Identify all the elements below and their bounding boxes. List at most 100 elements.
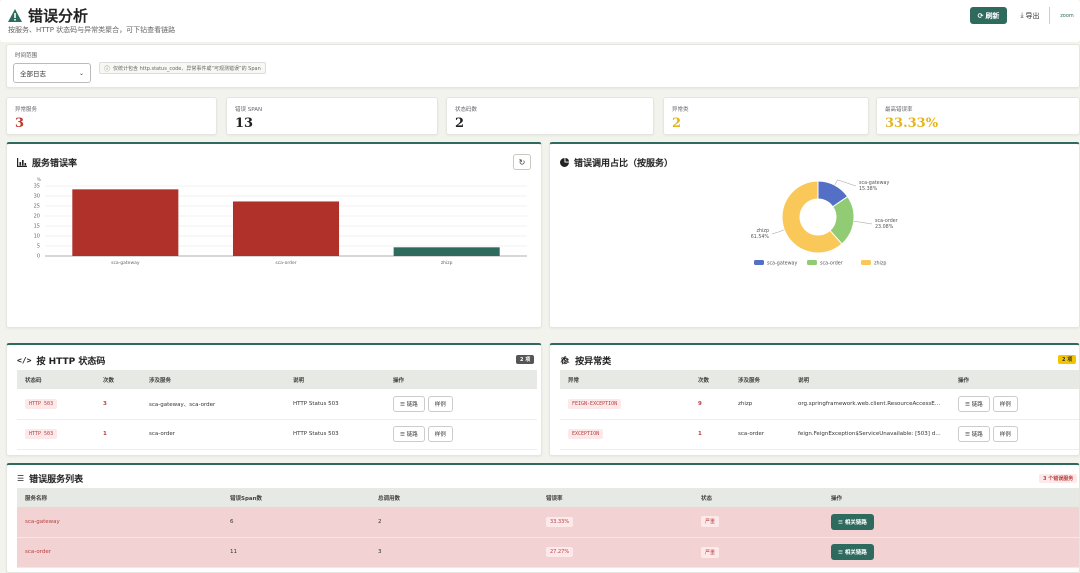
status-badge: 严重 — [701, 546, 720, 558]
pie-slice[interactable] — [781, 180, 843, 254]
y-tick-label: 35 — [34, 184, 40, 190]
legend-swatch[interactable] — [861, 260, 871, 265]
column-header: 涉及服务 — [730, 370, 790, 389]
label-leader — [834, 179, 857, 187]
download-icon: ⤓ — [1020, 11, 1024, 19]
service-name: sca-order — [17, 537, 222, 568]
stat-value: 13 — [235, 116, 254, 131]
slice-percent: 15.38% — [859, 186, 878, 192]
stat-value: 2 — [672, 116, 682, 131]
x-tick-label: zhizp — [441, 260, 453, 266]
desc-cell: feign.FeignException$ServiceUnavailable:… — [790, 419, 950, 450]
error-count: 6 — [222, 507, 370, 538]
sample-button[interactable]: 样例 — [992, 395, 1018, 412]
legend-label[interactable]: zhizp — [874, 261, 886, 267]
related-trace-button[interactable]: ☰ 相关链路 — [831, 513, 874, 530]
stat-label: 状态码数 — [455, 107, 478, 113]
sample-button[interactable]: 样例 — [992, 426, 1018, 442]
http-count-badge: 2 项 — [516, 355, 535, 364]
refresh-icon: ⟳ — [977, 11, 984, 20]
filter-panel: 时间范围 全部日志 ⌄ ⓘ 仅统计包含 http.status_code、异常事… — [6, 44, 1080, 88]
column-header: 状态 — [693, 488, 823, 507]
legend-label[interactable]: sca-gateway — [767, 261, 797, 267]
http-table: 状态码 次数 涉及服务 说明 操作 HTTP 503 3 sca-gateway、sca-o… — [17, 370, 537, 450]
column-header: 错误Span数 — [222, 488, 370, 507]
bar-chart-panel: 服务错误率 ↻ % 0 5 10 15 20 25 30 35 sca-gateway sca-or… — [6, 142, 542, 328]
bar[interactable] — [232, 201, 340, 256]
svc-panel-title: ☰ 错误服务列表 — [17, 474, 84, 485]
desc-cell: HTTP Status 503 — [285, 419, 385, 450]
desc-cell: org.springframework.web.client.ResourceA… — [790, 389, 950, 420]
bar[interactable] — [72, 189, 179, 256]
table-row[interactable]: EXCEPTION 1 sca-order feign.FeignException$… — [560, 419, 1079, 450]
trace-button[interactable]: ☰ 链路 — [393, 395, 425, 412]
stat-card: 异常类 2 — [663, 97, 869, 135]
http-status-panel: </> 按 HTTP 状态码 2 项 状态码 次数 涉及服务 说明 操作 HTTP 50… — [6, 343, 542, 456]
page-subtitle: 按服务、HTTP 状态码与异常类聚合，可下钻查看链路 — [8, 26, 176, 34]
bug-icon: 🐞︎ — [560, 356, 571, 365]
table-row[interactable]: HTTP 503 3 sca-gateway、sca-order HTTP Statu… — [17, 389, 537, 420]
list-icon: ☰ — [965, 401, 972, 408]
legend-swatch[interactable] — [807, 260, 817, 265]
stat-label: 最高错误率 — [885, 107, 913, 113]
stat-label: 错误 SPAN — [235, 107, 263, 113]
bar[interactable] — [393, 247, 500, 256]
page-title: 错误分析 — [28, 7, 89, 25]
count-cell: 9 — [690, 389, 730, 420]
column-header: 次数 — [690, 370, 730, 389]
time-range-select[interactable]: 全部日志 ⌄ — [13, 63, 91, 83]
column-header: 总调用数 — [370, 488, 538, 507]
legend-swatch[interactable] — [754, 260, 764, 265]
table-row[interactable]: HTTP 503 1 sca-order HTTP Status 503 ☰ 链路 样例 — [17, 419, 537, 450]
list-icon: ☰ — [17, 474, 25, 483]
error-rate-badge: 27.27% — [546, 547, 574, 557]
column-header: 操作 — [385, 370, 537, 389]
stat-label: 异常服务 — [15, 107, 38, 113]
stat-value: 33.33% — [885, 116, 939, 131]
column-header: 涉及服务 — [141, 370, 285, 389]
exc-count-badge: 2 项 — [1058, 355, 1077, 364]
total-count: 3 — [370, 537, 538, 568]
table-row[interactable]: FEIGN-EXCEPTION 9 zhizp org.springframework… — [560, 389, 1079, 420]
service-table: 服务名称 错误Span数 总调用数 错误率 状态 操作 sca-gateway 6 2 33.3… — [17, 488, 1079, 568]
stat-card: 状态码数 2 — [446, 97, 654, 135]
select-value: 全部日志 — [20, 70, 46, 78]
zoom-button[interactable]: zoom — [1060, 12, 1074, 19]
warning-icon — [8, 9, 22, 22]
export-button[interactable]: ⤓ 导出 — [1020, 11, 1040, 20]
stat-card: 最高错误率 33.33% — [876, 97, 1080, 135]
count-cell: 3 — [95, 389, 141, 420]
y-tick-label: 15 — [34, 224, 40, 230]
trace-button[interactable]: ☰ 链路 — [958, 426, 990, 442]
desc-cell: HTTP Status 503 — [285, 389, 385, 420]
page-title-wrap: 错误分析 — [8, 5, 88, 26]
page-header: 错误分析 按服务、HTTP 状态码与异常类聚合，可下钻查看链路 ⟳ 刷新 ⤓ 导出 … — [0, 0, 1080, 42]
label-leader — [771, 229, 785, 235]
trace-button[interactable]: ☰ 链路 — [393, 426, 425, 442]
exception-panel: 🐞︎ 按异常类 2 项 异常 次数 涉及服务 说明 操作 FEIGN-EXCEPTION… — [549, 343, 1080, 456]
chevron-down-icon: ⌄ — [78, 69, 84, 77]
stat-card: 错误 SPAN 13 — [226, 97, 438, 135]
chart-refresh-button[interactable]: ↻ — [513, 154, 531, 170]
column-header: 异常 — [560, 370, 690, 389]
stat-value: 3 — [15, 116, 25, 131]
table-row[interactable]: sca-order 11 3 27.27% 严重 ☰ 相关链路 — [17, 537, 1079, 568]
svc-count-badge: 3 个错误服务 — [1039, 474, 1078, 483]
list-icon: ☰ — [965, 432, 972, 438]
y-tick-label: 5 — [37, 244, 40, 250]
filter-hint: ⓘ 仅统计包含 http.status_code、异常事件或“可观测错误”的 S… — [99, 62, 266, 74]
list-icon: ☰ — [838, 519, 845, 526]
list-icon: ☰ — [400, 401, 407, 408]
y-tick-label: 20 — [34, 214, 40, 220]
sample-button[interactable]: 样例 — [427, 426, 453, 442]
filter-label: 时间范围 — [15, 53, 38, 59]
refresh-button[interactable]: ⟳ 刷新 — [970, 7, 1007, 24]
label-leader — [853, 221, 873, 225]
column-header: 错误率 — [538, 488, 693, 507]
related-trace-button[interactable]: ☰ 相关链路 — [831, 544, 874, 560]
trace-button[interactable]: ☰ 链路 — [958, 395, 990, 412]
sample-button[interactable]: 样例 — [427, 395, 453, 412]
legend-label[interactable]: sca-order — [820, 261, 843, 267]
y-tick-label: 25 — [34, 204, 40, 210]
table-row[interactable]: sca-gateway 6 2 33.33% 严重 ☰ 相关链路 — [17, 507, 1079, 538]
